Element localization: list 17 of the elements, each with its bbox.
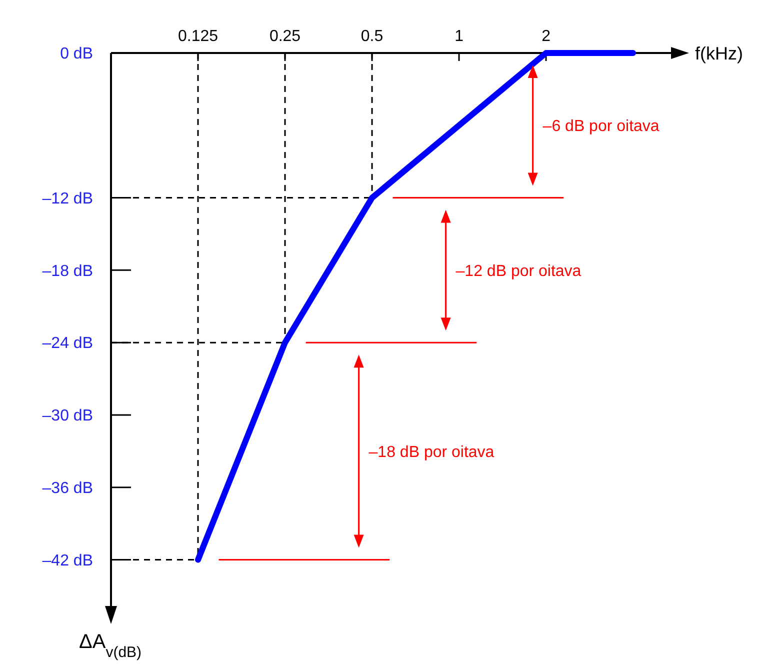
y-tick-label: –30 dB (42, 408, 93, 425)
y-tick-label: –18 dB (42, 262, 93, 280)
x-tick-label: 2 (542, 28, 551, 45)
y-tick-label: –24 dB (42, 335, 93, 352)
x-tick-label: 0.25 (269, 28, 301, 45)
y-tick-label: –42 dB (42, 552, 93, 570)
x-tick-label: 0.125 (178, 28, 218, 45)
annotation: –18 dB por oitava (368, 444, 494, 461)
y-tick-label: –36 dB (42, 480, 93, 497)
x-axis-title: f(kHz) (695, 43, 743, 64)
y-tick-label: 0 dB (60, 46, 93, 63)
y-axis-title: ΔA$_{v(dB)}$ (79, 631, 142, 660)
x-tick-label: 0.5 (360, 28, 384, 45)
x-tick-label: 1 (454, 28, 464, 45)
y-tick-label: –12 dB (42, 190, 93, 208)
annotation: –12 dB por oitava (456, 262, 582, 280)
annotation: –6 dB por oitava (542, 118, 660, 135)
